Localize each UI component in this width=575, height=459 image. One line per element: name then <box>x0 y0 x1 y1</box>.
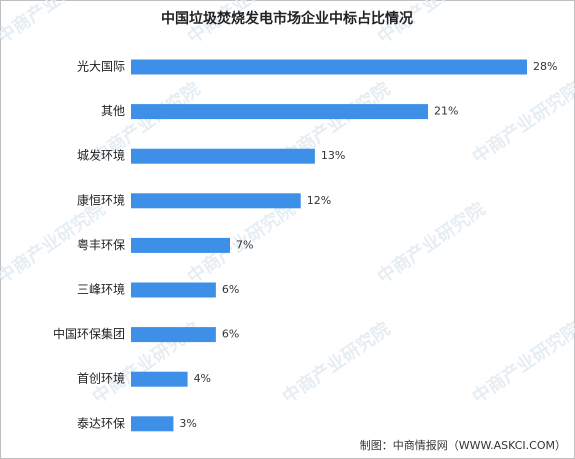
value-label: 6% <box>222 328 239 341</box>
source-note: 制图：中商情报网（WWW.ASKCI.COM） <box>360 438 566 452</box>
bar <box>131 416 174 432</box>
category-label: 粤丰环保 <box>77 237 125 252</box>
category-label: 城发环境 <box>77 148 125 163</box>
category-label: 其他 <box>101 104 125 118</box>
bar <box>131 148 315 164</box>
category-label: 首创环境 <box>77 371 125 386</box>
bar <box>131 193 301 209</box>
chart-title: 中国垃圾焚烧发电市场企业中标占比情况 <box>161 10 413 27</box>
value-label: 13% <box>321 149 345 162</box>
value-label: 28% <box>533 60 557 73</box>
category-label: 光大国际 <box>77 60 125 74</box>
category-label: 康恒环境 <box>77 192 125 207</box>
value-label: 7% <box>236 238 253 251</box>
value-label: 3% <box>179 417 196 430</box>
bar <box>131 237 230 253</box>
bar <box>131 59 527 75</box>
value-label: 4% <box>194 372 211 385</box>
value-label: 6% <box>222 283 239 296</box>
category-label: 泰达环保 <box>77 416 125 430</box>
bar <box>131 371 188 387</box>
category-label: 中国环保集团 <box>53 326 125 341</box>
value-label: 21% <box>434 105 458 118</box>
value-label: 12% <box>307 194 331 207</box>
category-label: 三峰环境 <box>77 282 125 297</box>
bar <box>131 104 428 120</box>
bar <box>131 282 216 298</box>
bar <box>131 327 216 343</box>
